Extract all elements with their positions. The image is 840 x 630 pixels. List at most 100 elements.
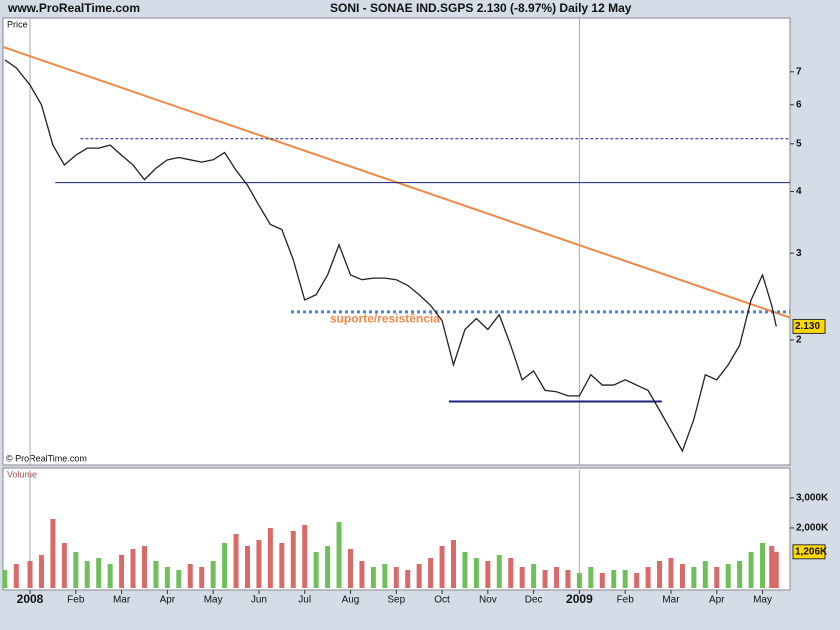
volume-bar [773, 551, 779, 588]
volume-bar [267, 527, 273, 588]
volume-bar [769, 545, 775, 588]
volume-bar [611, 569, 617, 588]
volume-bar [462, 551, 468, 588]
volume-bar [599, 572, 605, 588]
volume-bar [576, 572, 582, 588]
y-tick-label: 2 [796, 335, 802, 346]
volume-bar [531, 563, 537, 588]
volume-bar [496, 554, 502, 588]
volume-bar [748, 551, 754, 588]
volume-bar [199, 566, 205, 588]
volume-bar [244, 545, 250, 588]
volume-bar [290, 530, 296, 588]
x-tick-label: Mar [662, 595, 680, 606]
last-box [792, 544, 826, 560]
last-label: 1,206K [795, 546, 828, 557]
x-tick-label: Mar [113, 595, 131, 606]
volume-bar [130, 548, 136, 588]
volume-bar [554, 566, 560, 588]
volume-bar [164, 566, 170, 588]
x-tick-label: 2008 [17, 592, 44, 606]
x-tick-label: Feb [617, 595, 635, 606]
volume-bar [565, 569, 571, 588]
volume-bar [27, 560, 33, 588]
last-label: 2.130 [795, 321, 820, 332]
volume-bar [153, 560, 159, 588]
volume-bar [473, 557, 479, 588]
volume-bar [634, 572, 640, 588]
volume-bar [302, 524, 308, 588]
volume-bar [393, 566, 399, 588]
volume-bar [691, 566, 697, 588]
volume-bar [61, 542, 67, 588]
volume-bar [450, 539, 456, 588]
price-panel [2, 17, 791, 466]
x-tick-label: Jul [298, 595, 311, 606]
x-tick-label: Apr [160, 595, 176, 606]
volume-bar [370, 566, 376, 588]
y-tick-label: 3,000K [796, 493, 829, 504]
last-box [792, 318, 826, 334]
volume-bar [382, 563, 388, 588]
volume-bar [325, 545, 331, 588]
copyright: © ProRealTime.com [6, 453, 87, 463]
volume-bar [13, 563, 19, 588]
volume-bar [760, 542, 766, 588]
volume-bar [50, 518, 56, 588]
volume-bar [439, 545, 445, 588]
price-label: Price [7, 19, 28, 29]
y-tick-label: 6 [796, 99, 802, 110]
volume-bar [210, 560, 216, 588]
volume-bar [2, 569, 8, 588]
x-tick-label: 2009 [566, 592, 593, 606]
volume-bar [645, 566, 651, 588]
y-tick-label: 7 [796, 66, 802, 77]
x-tick-label: Aug [342, 595, 360, 606]
volume-bar [519, 566, 525, 588]
volume-bar [279, 542, 285, 588]
y-tick-label: 2,000K [796, 523, 829, 534]
volume-bar [336, 521, 342, 588]
volume-bar [485, 560, 491, 588]
volume-bar [508, 557, 514, 588]
volume-bar [233, 533, 239, 588]
volume-bar [38, 554, 44, 588]
volume-bar [222, 542, 228, 588]
x-tick-label: Jun [251, 595, 267, 606]
volume-bar [84, 560, 90, 588]
volume-bar [428, 557, 434, 588]
y-tick-label: 3 [796, 248, 802, 259]
price-line [4, 59, 777, 453]
annotation: suporte/resistência [330, 312, 440, 326]
volume-bar [176, 569, 182, 588]
volume-bar [714, 566, 720, 588]
volume-bar [668, 557, 674, 588]
chart-title: SONI - SONAE IND.SGPS 2.130 (-8.97%) Dai… [330, 1, 632, 15]
x-tick-label: Sep [387, 595, 405, 606]
x-tick-label: Nov [479, 595, 497, 606]
volume-bar [141, 545, 147, 588]
volume-bar [702, 560, 708, 588]
volume-bar [737, 560, 743, 588]
site: www.ProRealTime.com [7, 1, 140, 15]
volume-bar [588, 566, 594, 588]
volume-bar [657, 560, 663, 588]
x-tick-label: Feb [67, 595, 85, 606]
y-tick-label: 5 [796, 138, 802, 149]
volume-label: Volume [7, 469, 37, 479]
volume-bar [73, 551, 79, 588]
x-tick-label: May [204, 595, 223, 606]
x-tick-label: Dec [525, 595, 543, 606]
volume-bar [107, 563, 113, 588]
volume-bar [416, 563, 422, 588]
volume-bar [347, 548, 353, 588]
x-tick-label: Apr [709, 595, 725, 606]
volume-bar [622, 569, 628, 588]
volume-bar [679, 563, 685, 588]
volume-bar [256, 539, 262, 588]
x-tick-label: May [753, 595, 772, 606]
volume-bar [725, 563, 731, 588]
volume-bar [119, 554, 125, 588]
volume-bar [96, 557, 102, 588]
